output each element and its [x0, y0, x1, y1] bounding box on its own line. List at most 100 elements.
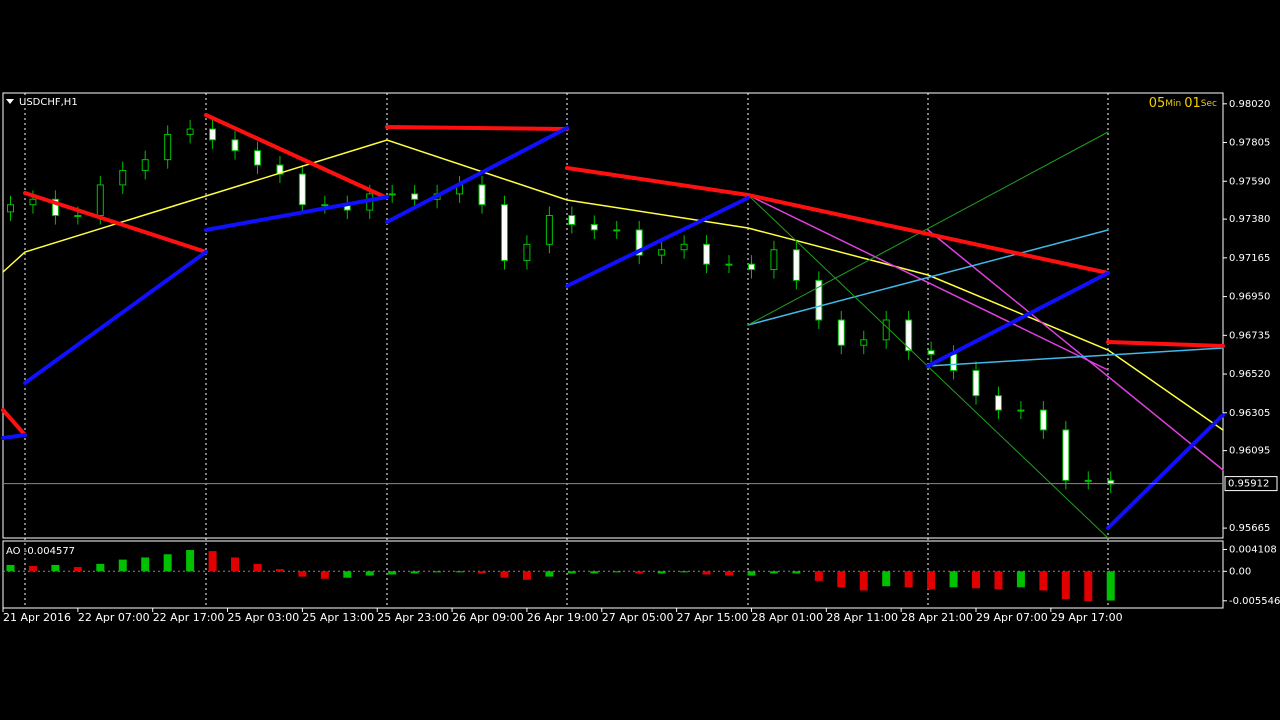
y-tick-label: -0.005546 — [1229, 596, 1280, 607]
ao-bar — [859, 571, 868, 591]
timer-part: Min — [1165, 99, 1181, 109]
x-tick-label: 28 Apr 21:00 — [901, 611, 973, 624]
y-tick-label: 0.97380 — [1229, 214, 1270, 225]
ao-bar — [882, 571, 891, 587]
ao-bar — [73, 567, 82, 572]
ao-bar — [747, 571, 756, 576]
ao-bar — [388, 571, 397, 575]
trend-line — [1, 408, 27, 437]
candle-body — [29, 198, 37, 206]
trend-line — [204, 113, 387, 199]
trend-line — [1106, 413, 1225, 530]
trend-line — [927, 229, 1224, 471]
candle-body — [411, 193, 419, 200]
trend-line — [746, 193, 1110, 275]
ao-bar — [1106, 571, 1115, 601]
y-tick-label: 0.97805 — [1229, 138, 1270, 149]
menu-arrow[interactable] — [6, 99, 14, 104]
candle-body — [478, 184, 486, 206]
candle-body — [725, 263, 733, 266]
y-tick-label: 0.95665 — [1229, 523, 1270, 534]
candle-body — [231, 139, 239, 152]
ao-bar — [433, 571, 442, 573]
y-tick-label: 0.96305 — [1229, 408, 1270, 419]
candle-body — [51, 198, 59, 217]
candle-body — [6, 204, 14, 213]
ao-bar — [275, 569, 284, 572]
timer-part: Sec — [1201, 99, 1217, 109]
trend-lines — [1, 113, 1225, 539]
candle-body — [500, 204, 508, 262]
ao-bar — [612, 571, 621, 573]
trend-line — [927, 347, 1224, 367]
candle-body — [568, 215, 576, 226]
ao-bar — [343, 571, 352, 578]
y-tick-label: 0.96520 — [1229, 369, 1270, 380]
ao-bar — [590, 571, 599, 574]
ao-bar — [657, 571, 666, 574]
ao-bar — [814, 571, 823, 581]
ao-bar — [410, 571, 419, 574]
candle-body — [141, 159, 149, 171]
candle-body — [950, 353, 958, 371]
candle-body — [298, 173, 306, 206]
candle-body — [860, 339, 868, 346]
ao-bar — [635, 571, 644, 574]
candle-body — [703, 243, 711, 265]
candle-body — [882, 319, 890, 341]
x-tick-label: 29 Apr 17:00 — [1051, 611, 1123, 624]
trend-line — [747, 194, 1109, 371]
y-tick-label: 0.00 — [1229, 566, 1251, 577]
ao-bar — [567, 571, 576, 574]
ao-bar — [478, 571, 487, 574]
x-tick-label: 22 Apr 17:00 — [153, 611, 225, 624]
candle-body — [74, 215, 82, 218]
y-tick-label: 0.004108 — [1229, 544, 1277, 555]
x-tick-label: 22 Apr 07:00 — [78, 611, 150, 624]
ao-bar — [298, 571, 307, 577]
x-tick-label: 27 Apr 05:00 — [602, 611, 674, 624]
trend-line — [23, 191, 208, 254]
candle-body — [276, 164, 284, 175]
x-tick-label: 26 Apr 09:00 — [452, 611, 524, 624]
candle-body — [96, 184, 104, 217]
candle-body — [1017, 409, 1025, 412]
candle-body — [209, 128, 217, 141]
ao-bar — [320, 571, 329, 579]
candle-body — [770, 249, 778, 271]
candle-body — [635, 229, 643, 256]
candle-body — [545, 215, 553, 245]
y-tick-label: 0.96950 — [1229, 292, 1270, 303]
trend-line — [204, 195, 389, 232]
x-tick-label: 28 Apr 11:00 — [826, 611, 898, 624]
trend-line — [926, 271, 1110, 368]
last-price-box — [1224, 476, 1278, 492]
y-tick-label: 0.96095 — [1229, 446, 1270, 457]
trend-line — [23, 250, 208, 385]
candle-body — [837, 319, 845, 346]
ao-bar — [927, 571, 936, 590]
ao-bar — [792, 571, 801, 574]
ao-bar — [994, 571, 1003, 590]
candle-body — [590, 224, 598, 231]
ao-bar — [949, 571, 958, 588]
candle-body — [747, 263, 755, 271]
x-tick-label: 25 Apr 03:00 — [228, 611, 300, 624]
y-tick-label: 0.96735 — [1229, 330, 1270, 341]
ao-bar — [455, 571, 464, 573]
x-tick-label: 25 Apr 23:00 — [377, 611, 449, 624]
ao-bar — [702, 571, 711, 575]
ao-label: AO -0.004577 — [6, 546, 75, 557]
candle-body — [523, 243, 531, 262]
candle-body — [658, 249, 666, 256]
ao-bar — [500, 571, 509, 578]
trend-line — [1106, 340, 1225, 348]
ao-bar — [253, 563, 262, 572]
ao-bar — [769, 571, 778, 574]
candle-body — [815, 279, 823, 321]
y-tick-label: 0.98020 — [1229, 99, 1270, 110]
frames — [2, 92, 1224, 609]
ao-bar — [365, 571, 374, 576]
